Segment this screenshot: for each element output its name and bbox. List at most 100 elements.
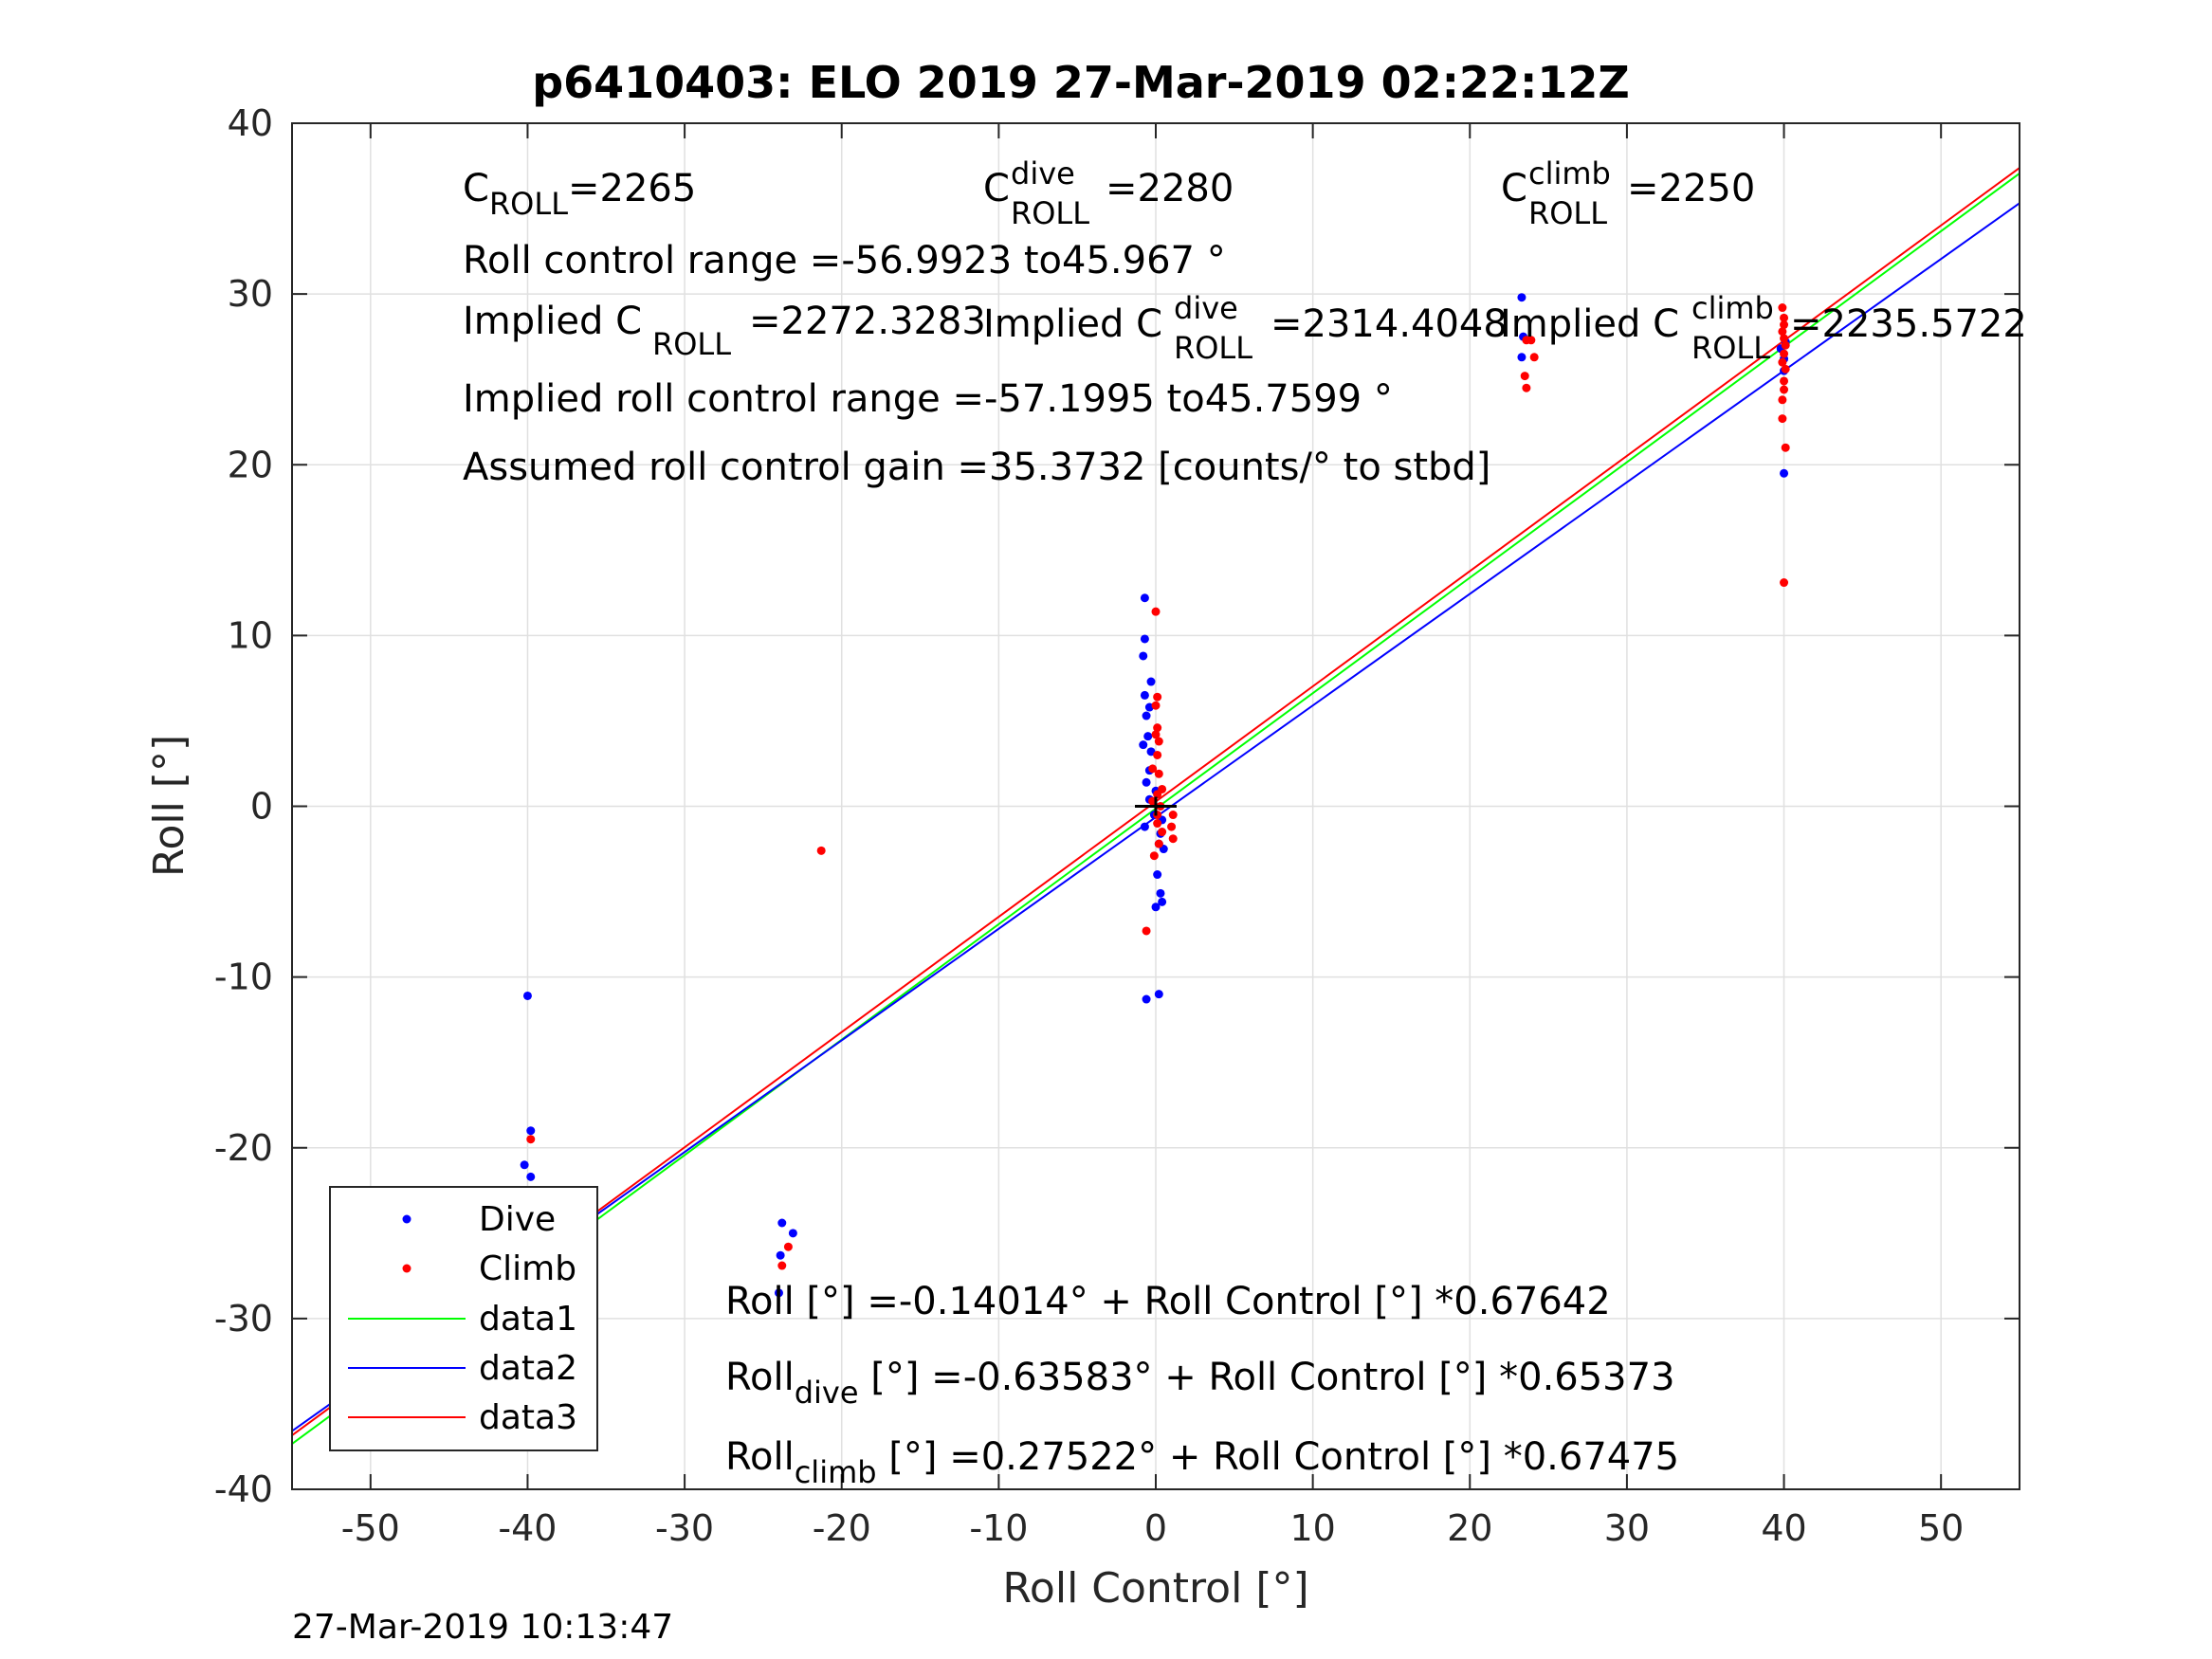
point-dive xyxy=(1140,822,1149,831)
point-climb xyxy=(526,1135,536,1144)
point-dive xyxy=(1142,711,1151,720)
point-climb xyxy=(1520,372,1529,381)
point-dive xyxy=(1140,634,1149,644)
point-climb xyxy=(1780,385,1789,394)
point-dive xyxy=(1156,888,1165,898)
svg-text:C: C xyxy=(983,167,1010,210)
legend-label-dive: Dive xyxy=(479,1200,556,1239)
point-climb xyxy=(1778,357,1787,367)
implied-c-roll-dive-annotation: Implied C dive ROLL =2314.4048 xyxy=(983,290,1508,366)
gain-annotation: Assumed roll control gain =35.3732 [coun… xyxy=(463,446,1490,489)
legend-item-data1: data1 xyxy=(348,1300,577,1339)
point-dive xyxy=(1146,677,1156,686)
x-tick-label: -40 xyxy=(498,1507,557,1549)
x-tick-label: 10 xyxy=(1289,1507,1335,1549)
point-dive xyxy=(1142,777,1151,787)
implied-c-roll-annotation: Implied C ROLL =2272.3283 xyxy=(463,300,986,362)
y-tick-label: -10 xyxy=(214,957,273,998)
point-dive xyxy=(526,1172,536,1181)
point-dive xyxy=(1158,897,1167,906)
x-tick-label: -30 xyxy=(655,1507,714,1549)
svg-text:=2314.4048: =2314.4048 xyxy=(1271,302,1508,346)
point-climb xyxy=(1142,926,1151,936)
svg-text:ROLL: ROLL xyxy=(1174,330,1252,366)
c-roll-annotation: CROLL=2265 xyxy=(463,167,696,222)
fit-climb-annotation: Rollclimb [°] =0.27522° + Roll Control [… xyxy=(725,1435,1679,1490)
point-dive xyxy=(776,1250,785,1260)
svg-text:dive: dive xyxy=(1011,155,1075,191)
point-dive xyxy=(1140,593,1149,603)
point-climb xyxy=(1781,340,1790,350)
tick-marks xyxy=(292,122,2020,1490)
y-axis-label: Roll [°] xyxy=(145,735,193,877)
point-climb xyxy=(1168,811,1178,820)
point-climb xyxy=(1151,701,1161,710)
x-tick-label: 40 xyxy=(1761,1507,1806,1549)
svg-text:ROLL: ROLL xyxy=(1011,195,1089,231)
point-climb xyxy=(1780,334,1789,343)
implied-range-annotation: Implied roll control range =-57.1995 to4… xyxy=(463,377,1393,421)
point-dive xyxy=(1151,902,1161,912)
y-tick-label: 30 xyxy=(228,273,273,315)
point-dive xyxy=(777,1218,787,1228)
point-climb xyxy=(1153,790,1162,799)
point-climb xyxy=(1153,750,1162,759)
point-dive xyxy=(526,1126,536,1136)
x-tick-label: 20 xyxy=(1447,1507,1492,1549)
svg-text:climb: climb xyxy=(1691,290,1774,326)
point-climb xyxy=(1149,851,1159,861)
svg-text:=2280: =2280 xyxy=(1106,167,1234,210)
point-dive xyxy=(1142,994,1151,1004)
svg-text:C: C xyxy=(1501,167,1527,210)
point-climb xyxy=(1153,723,1162,733)
y-tick-label: -40 xyxy=(214,1468,273,1510)
point-climb xyxy=(1781,443,1790,452)
svg-text:Rolldive [°] =-0.63583° + Roll: Rolldive [°] =-0.63583° + Roll Control [… xyxy=(725,1356,1675,1411)
point-dive xyxy=(788,1229,797,1238)
point-climb xyxy=(1158,828,1167,837)
x-tick-label: 0 xyxy=(1144,1507,1167,1549)
point-climb xyxy=(1526,336,1536,345)
point-dive xyxy=(520,1160,529,1170)
legend-label-climb: Climb xyxy=(479,1249,576,1288)
svg-text:=2272.3283: =2272.3283 xyxy=(749,300,986,343)
point-dive xyxy=(1780,468,1789,478)
y-tick-label: -20 xyxy=(214,1127,273,1169)
point-climb xyxy=(1153,819,1162,829)
point-climb xyxy=(1778,303,1787,313)
point-climb xyxy=(1148,764,1158,774)
point-climb xyxy=(783,1242,793,1251)
point-climb xyxy=(1151,730,1161,739)
point-climb xyxy=(1778,414,1787,424)
point-climb xyxy=(1529,353,1539,362)
x-tick-label: 50 xyxy=(1918,1507,1964,1549)
point-climb xyxy=(1780,376,1789,386)
point-climb xyxy=(1778,395,1787,405)
fit-all-annotation: Roll [°] =-0.14014° + Roll Control [°] *… xyxy=(725,1280,1611,1323)
point-dive xyxy=(522,991,532,1000)
point-dive xyxy=(1154,990,1163,999)
legend-label-data2: data2 xyxy=(479,1349,577,1388)
point-climb xyxy=(1780,320,1789,330)
svg-text:=2235.5722: =2235.5722 xyxy=(1790,302,2027,346)
svg-text:ROLL: ROLL xyxy=(1528,195,1607,231)
svg-text:climb: climb xyxy=(1528,155,1611,191)
point-climb xyxy=(1778,327,1787,337)
svg-text:=2250: =2250 xyxy=(1627,167,1755,210)
point-climb xyxy=(1780,349,1789,358)
point-dive xyxy=(1153,870,1162,880)
fit-dive-annotation: Rolldive [°] =-0.63583° + Roll Control [… xyxy=(725,1356,1675,1411)
svg-text:ROLL: ROLL xyxy=(1691,330,1770,366)
y-tick-label: 20 xyxy=(228,444,273,485)
legend-marker-dive xyxy=(402,1214,411,1224)
legend-label-data1: data1 xyxy=(479,1300,577,1339)
footer-timestamp: 27-Mar-2019 10:13:47 xyxy=(292,1608,673,1647)
legend[interactable]: Dive Climb data1 data2 data3 xyxy=(329,1186,598,1451)
point-dive xyxy=(774,1288,783,1298)
point-climb xyxy=(1153,692,1162,702)
c-roll-dive-annotation: C dive ROLL =2280 xyxy=(983,155,1234,231)
point-climb xyxy=(1154,769,1163,778)
legend-item-climb: Climb xyxy=(402,1249,576,1288)
point-dive xyxy=(1143,732,1153,741)
